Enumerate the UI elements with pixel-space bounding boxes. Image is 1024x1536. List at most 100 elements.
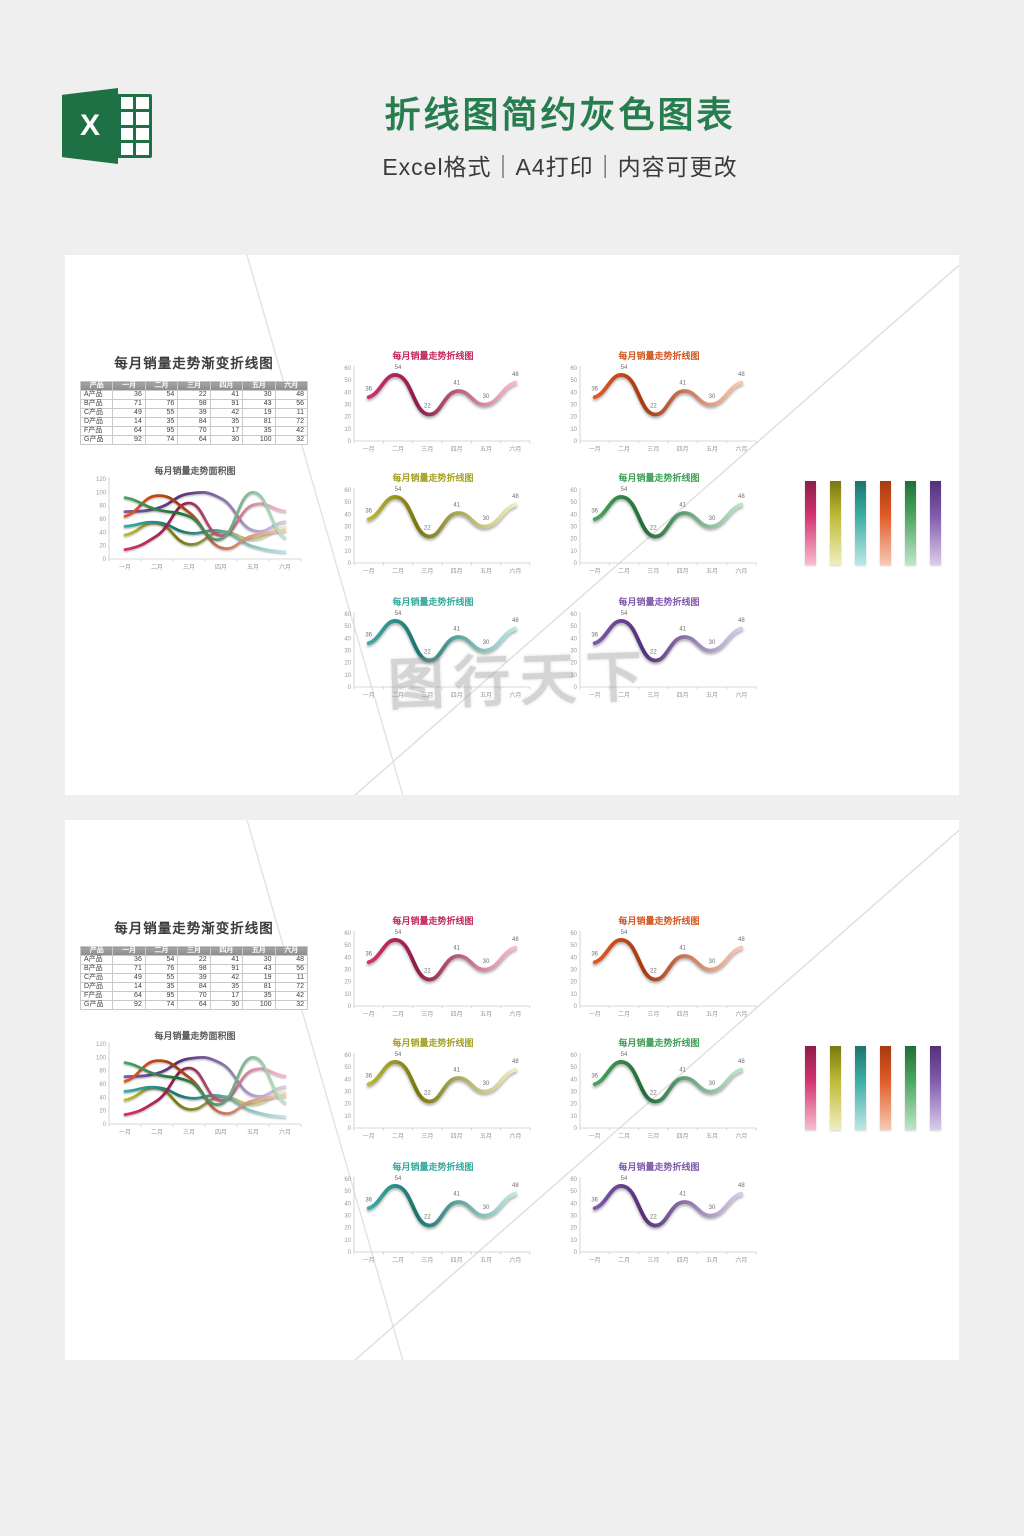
svg-text:40: 40 xyxy=(344,955,351,961)
value-cell: 42 xyxy=(209,408,244,418)
value-cell: 49 xyxy=(112,973,146,983)
chart-svg: 每月销量走势折线图 0 10 20 30 40 50 60 一月 二月 三月 四月 五月 六月 36 54 22… xyxy=(344,596,531,699)
svg-text:二月: 二月 xyxy=(618,692,630,699)
svg-text:三月: 三月 xyxy=(647,1011,659,1018)
svg-text:10: 10 xyxy=(570,1114,577,1120)
chart-title: 每月销量走势折线图 xyxy=(392,350,473,361)
chart-svg: 每月销量走势面积图 0 20 40 60 80 100 120 一月 二月 三月 四月 五月 六月 xyxy=(96,1030,302,1136)
data-label: 41 xyxy=(453,381,460,387)
color-bar-purple xyxy=(930,481,941,565)
svg-text:三月: 三月 xyxy=(421,568,433,575)
svg-text:一月: 一月 xyxy=(363,446,375,453)
svg-text:50: 50 xyxy=(344,943,351,949)
svg-text:60: 60 xyxy=(344,1177,351,1183)
svg-text:20: 20 xyxy=(99,544,106,550)
series-path-A产品 xyxy=(366,938,518,982)
value-cell: 64 xyxy=(112,991,146,1001)
svg-text:五月: 五月 xyxy=(480,692,492,699)
value-cell: 17 xyxy=(209,426,244,436)
value-cell: 70 xyxy=(177,991,211,1001)
line-chart-teal: 每月销量走势折线图 0 10 20 30 40 50 60 一月 二月 三月 四月 五月 六月 36 54 22… xyxy=(330,594,536,712)
data-label: 48 xyxy=(512,1059,519,1065)
data-label: 54 xyxy=(621,611,628,617)
data-label: 30 xyxy=(483,1081,490,1087)
column-header: 六月 xyxy=(274,946,309,956)
data-label: 54 xyxy=(395,930,402,936)
svg-text:六月: 六月 xyxy=(735,691,747,699)
data-label: 36 xyxy=(591,1074,598,1080)
chart-svg: 每月销量走势折线图 0 10 20 30 40 50 60 一月 二月 三月 四月 五月 六月 36 54 22… xyxy=(570,1161,757,1264)
chart-title: 每月销量走势折线图 xyxy=(392,596,473,607)
table-row: C产品 49 55 39 42 19 11 xyxy=(79,973,309,983)
value-cell: 32 xyxy=(274,1000,309,1010)
svg-text:10: 10 xyxy=(570,427,577,433)
svg-text:五月: 五月 xyxy=(706,568,718,575)
data-label: 22 xyxy=(424,650,431,656)
product-name-cell: D产品 xyxy=(79,982,114,992)
svg-text:50: 50 xyxy=(570,624,577,630)
table-row: A产品 36 54 22 41 30 48 xyxy=(79,390,309,400)
svg-text:10: 10 xyxy=(570,992,577,998)
value-cell: 19 xyxy=(242,408,276,418)
data-label: 22 xyxy=(424,1215,431,1221)
svg-text:四月: 四月 xyxy=(677,446,689,453)
value-cell: 64 xyxy=(112,426,146,436)
svg-text:20: 20 xyxy=(570,1102,577,1108)
svg-text:120: 120 xyxy=(96,1042,107,1048)
column-header: 二月 xyxy=(144,381,179,391)
sales-table: 产品 一月 二月 三月 四月 五月 六月 A产品 36 54 22 41 30 48 B产品 71 76 98 9… xyxy=(79,946,309,1010)
column-header: 二月 xyxy=(144,946,179,956)
svg-text:0: 0 xyxy=(348,685,352,691)
data-label: 30 xyxy=(483,640,490,646)
chart-title: 每月销量走势折线图 xyxy=(392,1161,473,1172)
data-label: 30 xyxy=(483,1205,490,1211)
svg-text:一月: 一月 xyxy=(363,1133,375,1140)
svg-text:一月: 一月 xyxy=(589,1133,601,1140)
value-cell: 76 xyxy=(144,964,179,974)
table-row: D产品 14 35 84 35 81 72 xyxy=(79,982,309,992)
svg-text:10: 10 xyxy=(344,1238,351,1244)
svg-text:四月: 四月 xyxy=(451,1133,463,1140)
svg-text:30: 30 xyxy=(344,1090,351,1096)
data-label: 41 xyxy=(679,627,686,633)
data-label: 30 xyxy=(709,1205,716,1211)
chart-svg: 每月销量走势折线图 0 10 20 30 40 50 60 一月 二月 三月 四月 五月 六月 36 54 22… xyxy=(344,472,531,575)
svg-text:50: 50 xyxy=(344,1065,351,1071)
data-label: 41 xyxy=(679,946,686,952)
svg-text:20: 20 xyxy=(570,415,577,421)
chart-title: 每月销量走势折线图 xyxy=(618,1037,699,1048)
svg-text:一月: 一月 xyxy=(589,692,601,699)
svg-text:60: 60 xyxy=(570,366,577,372)
svg-text:二月: 二月 xyxy=(618,1133,630,1140)
chart-svg: 每月销量走势面积图 0 20 40 60 80 100 120 一月 二月 三月 四月 五月 六月 xyxy=(96,465,302,571)
data-label: 48 xyxy=(738,372,745,378)
data-label: 54 xyxy=(395,1176,402,1182)
svg-text:20: 20 xyxy=(344,1102,351,1108)
svg-text:六月: 六月 xyxy=(735,1010,747,1018)
color-bar-green xyxy=(905,481,916,565)
table-row: A产品 36 54 22 41 30 48 xyxy=(79,955,309,965)
svg-text:二月: 二月 xyxy=(618,568,630,575)
table-row: F产品 64 95 70 17 35 42 xyxy=(79,991,309,1001)
value-cell: 95 xyxy=(144,991,179,1001)
svg-text:0: 0 xyxy=(348,439,352,445)
value-cell: 64 xyxy=(177,1000,211,1010)
svg-text:四月: 四月 xyxy=(451,1257,463,1264)
svg-text:二月: 二月 xyxy=(151,1129,163,1136)
value-cell: 39 xyxy=(177,973,211,983)
svg-text:三月: 三月 xyxy=(647,1133,659,1140)
chart-title: 每月销量走势折线图 xyxy=(392,1037,473,1048)
svg-text:0: 0 xyxy=(574,685,578,691)
series-path-A产品 xyxy=(366,1184,518,1228)
svg-text:20: 20 xyxy=(570,1226,577,1232)
svg-text:六月: 六月 xyxy=(509,445,521,453)
svg-text:四月: 四月 xyxy=(677,692,689,699)
series-path-A产品 xyxy=(592,619,744,663)
svg-text:30: 30 xyxy=(570,525,577,531)
svg-text:六月: 六月 xyxy=(735,445,747,453)
color-bar-pink xyxy=(805,1046,816,1130)
value-cell: 55 xyxy=(144,973,179,983)
value-cell: 95 xyxy=(144,426,179,436)
column-header: 五月 xyxy=(242,381,276,391)
column-header: 五月 xyxy=(242,946,276,956)
